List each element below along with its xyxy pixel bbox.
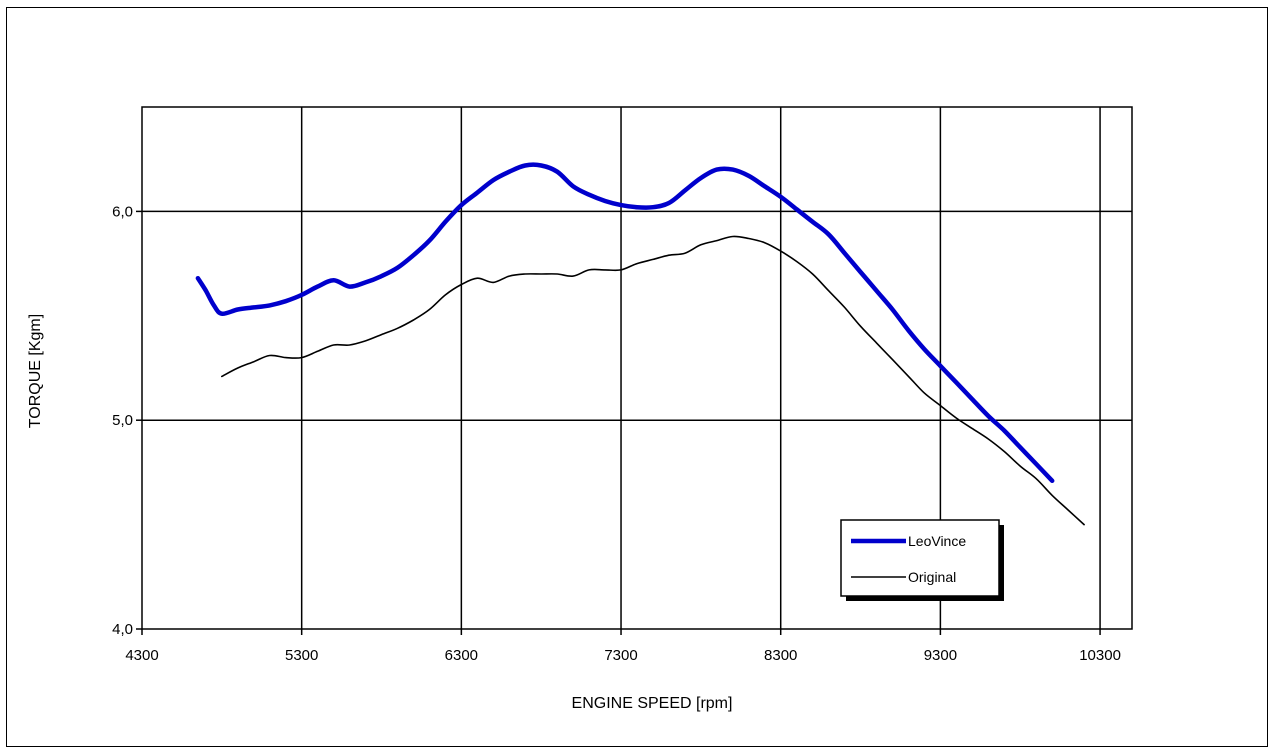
series-layer xyxy=(195,162,1085,526)
chart-frame xyxy=(6,7,1268,747)
y-tick-label: 4,0 xyxy=(112,621,133,638)
y-axis-ticks: 4,0 5,0 6,0 xyxy=(112,203,142,638)
grid xyxy=(142,107,1132,629)
legend: LeoVince Original xyxy=(840,519,1004,601)
x-axis-title: ENGINE SPEED [rpm] xyxy=(572,695,733,712)
x-tick-label: 7300 xyxy=(604,647,637,664)
y-tick-label: 5,0 xyxy=(112,412,133,429)
x-tick-label: 10300 xyxy=(1079,647,1121,664)
legend-box xyxy=(840,519,1000,597)
x-axis-ticks: 4300 5300 6300 7300 8300 9300 10300 xyxy=(125,629,1121,664)
series-line-leovince xyxy=(195,162,1055,484)
plot-area xyxy=(141,106,1133,630)
legend-label-original: Original xyxy=(908,569,956,585)
x-tick-label: 9300 xyxy=(924,647,957,664)
x-tick-label: 6300 xyxy=(445,647,478,664)
x-tick-label: 4300 xyxy=(125,647,158,664)
legend-label-leovince: LeoVince xyxy=(908,533,966,549)
x-tick-label: 5300 xyxy=(285,647,318,664)
x-tick-label: 8300 xyxy=(764,647,797,664)
torque-chart: 4300 5300 6300 7300 8300 9300 10300 4,05,06,0 … xyxy=(27,106,1133,712)
series-line-original xyxy=(221,235,1085,526)
y-axis-title: TORQUE [Kgm] xyxy=(27,314,44,428)
y-tick-label: 6,0 xyxy=(112,203,133,220)
